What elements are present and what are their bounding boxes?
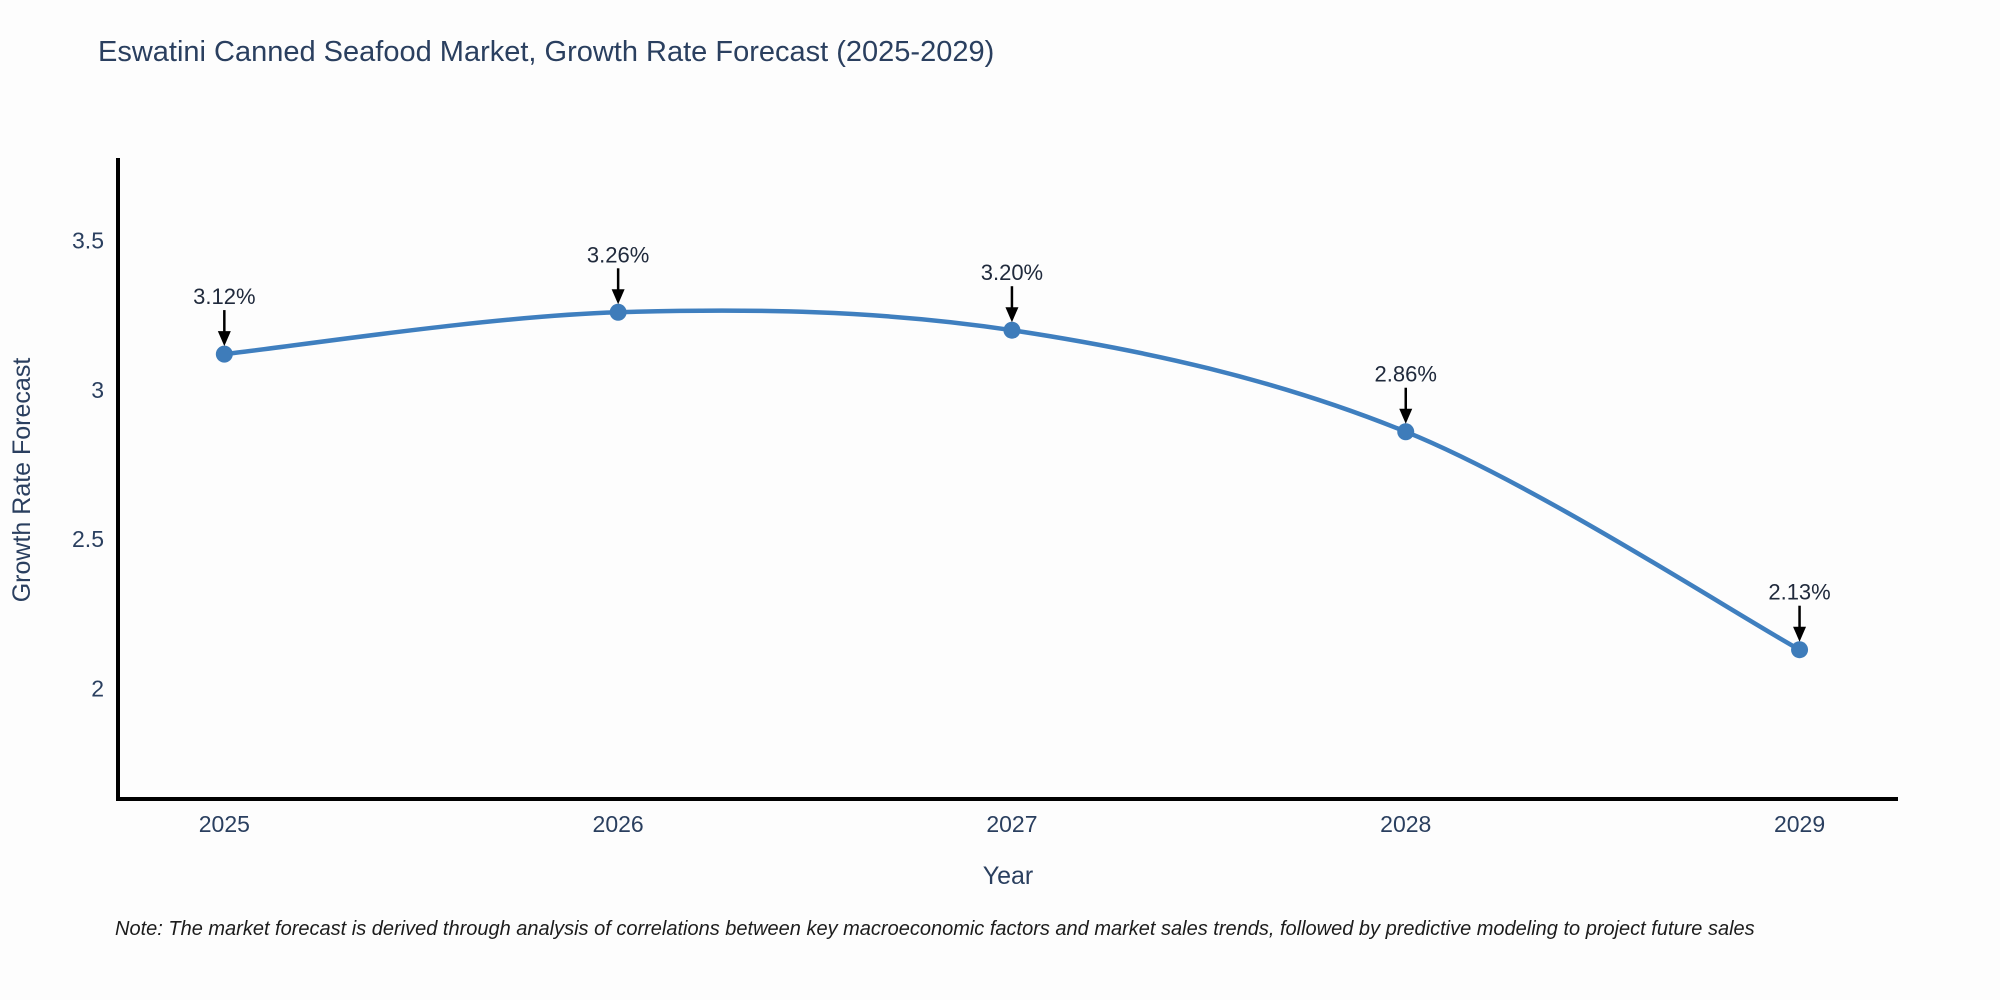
x-tick-label: 2029 xyxy=(1774,811,1825,837)
data-point-label: 3.12% xyxy=(193,284,255,309)
annotation-arrowhead xyxy=(1793,626,1807,642)
data-point-label: 3.20% xyxy=(981,260,1043,285)
y-axis-title: Growth Rate Forecast xyxy=(8,358,36,603)
series-line xyxy=(222,308,1802,652)
annotation-arrowhead xyxy=(1399,408,1413,424)
point-annotations: 3.12% 3.26% 3.20% 2.86% 2.13% xyxy=(193,242,1831,642)
data-point-marker xyxy=(1397,423,1415,441)
y-tick-label: 3 xyxy=(91,377,104,403)
y-tick-label: 3.5 xyxy=(72,228,104,254)
data-point-label: 2.86% xyxy=(1375,362,1437,387)
annotation-arrowhead xyxy=(1005,307,1019,323)
data-point-marker xyxy=(1003,321,1021,339)
data-point-marker xyxy=(1791,641,1809,659)
x-tick-label: 2027 xyxy=(986,811,1037,837)
y-tick-label: 2.5 xyxy=(72,526,104,552)
data-point-marker xyxy=(609,303,627,321)
x-axis-title: Year xyxy=(983,862,1034,890)
series-markers xyxy=(215,303,1809,659)
footnote: Note: The market forecast is derived thr… xyxy=(115,918,1755,940)
x-tick-label: 2028 xyxy=(1380,811,1431,837)
x-axis-ticks: 2025 2026 2027 2028 2029 xyxy=(199,811,1825,837)
y-axis-ticks: 2 2.5 3 3.5 xyxy=(72,228,104,702)
data-point-marker xyxy=(215,345,233,363)
data-point-label: 3.26% xyxy=(587,242,649,267)
chart-title: Eswatini Canned Seafood Market, Growth R… xyxy=(98,36,995,68)
y-tick-label: 2 xyxy=(91,676,104,702)
x-tick-label: 2026 xyxy=(593,811,644,837)
annotation-arrowhead xyxy=(217,331,231,347)
annotation-arrowhead xyxy=(611,289,625,305)
x-tick-label: 2025 xyxy=(199,811,250,837)
data-point-label: 2.13% xyxy=(1768,580,1830,605)
